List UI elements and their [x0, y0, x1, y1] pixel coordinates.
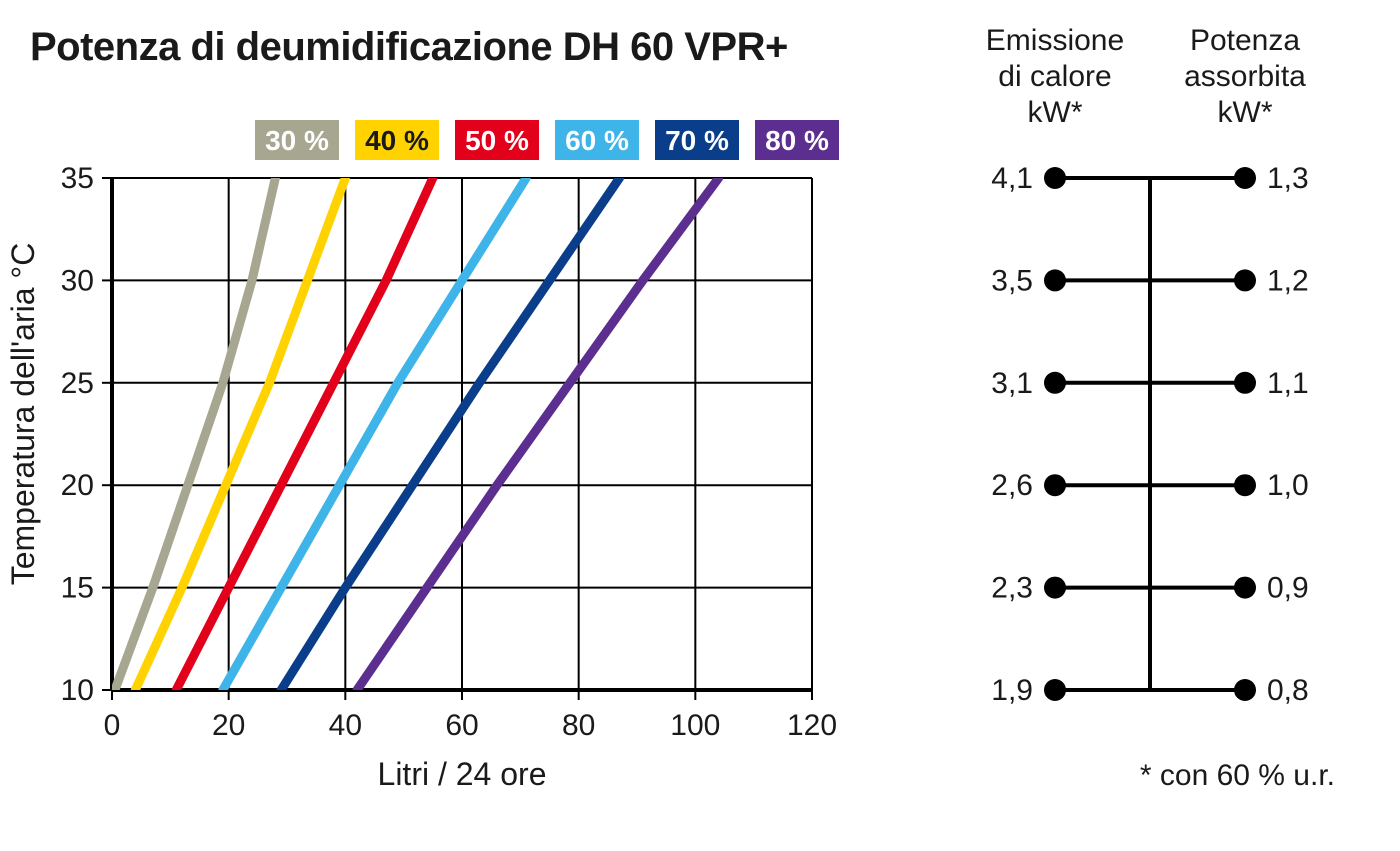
side-header: kW* [1028, 96, 1083, 129]
y-axis-label: Temperatura dell'aria °C [5, 243, 41, 586]
y-tick-label: 35 [61, 162, 94, 195]
x-tick-label: 100 [670, 709, 720, 742]
side-dot [1044, 167, 1066, 189]
legend-label: 80 % [765, 125, 829, 156]
series-line [357, 178, 719, 690]
side-dot [1234, 372, 1256, 394]
x-tick-label: 80 [562, 709, 595, 742]
y-tick-label: 20 [61, 469, 94, 502]
side-dot [1044, 474, 1066, 496]
x-axis-label: Litri / 24 ore [378, 756, 547, 792]
x-tick-label: 0 [104, 709, 121, 742]
heat-value: 3,1 [991, 367, 1033, 400]
y-tick-label: 30 [61, 264, 94, 297]
side-dot [1044, 269, 1066, 291]
series-line [223, 178, 526, 690]
heat-value: 3,5 [991, 264, 1033, 297]
side-header: Potenza [1190, 24, 1300, 57]
power-value: 1,0 [1267, 469, 1309, 502]
side-header: kW* [1218, 96, 1273, 129]
side-dot [1044, 679, 1066, 701]
legend-label: 30 % [265, 125, 329, 156]
legend-label: 50 % [465, 125, 529, 156]
side-dot [1234, 474, 1256, 496]
x-tick-label: 40 [329, 709, 362, 742]
legend-label: 40 % [365, 125, 429, 156]
heat-value: 1,9 [991, 674, 1033, 707]
side-dot [1234, 679, 1256, 701]
side-dot [1044, 372, 1066, 394]
heat-value: 2,6 [991, 469, 1033, 502]
heat-value: 4,1 [991, 162, 1033, 195]
side-dot [1234, 269, 1256, 291]
power-value: 1,2 [1267, 264, 1309, 297]
chart-title: Potenza di deumidificazione DH 60 VPR+ [30, 25, 788, 69]
legend-label: 70 % [665, 125, 729, 156]
x-tick-label: 20 [212, 709, 245, 742]
x-tick-label: 60 [445, 709, 478, 742]
power-value: 1,1 [1267, 367, 1309, 400]
side-dot [1234, 167, 1256, 189]
side-footnote: * con 60 % u.r. [1140, 759, 1335, 792]
side-header: Emissione [986, 24, 1124, 57]
side-header: assorbita [1184, 60, 1306, 93]
side-dot [1044, 577, 1066, 599]
series-line [281, 178, 619, 690]
series-line [135, 178, 345, 690]
y-tick-label: 15 [61, 572, 94, 605]
heat-value: 2,3 [991, 572, 1033, 605]
power-value: 1,3 [1267, 162, 1309, 195]
legend-label: 60 % [565, 125, 629, 156]
side-header: di calore [998, 60, 1111, 93]
x-tick-label: 120 [787, 709, 837, 742]
power-value: 0,9 [1267, 572, 1309, 605]
y-tick-label: 25 [61, 367, 94, 400]
series-line [176, 178, 433, 690]
y-tick-label: 10 [61, 674, 94, 707]
side-dot [1234, 577, 1256, 599]
power-value: 0,8 [1267, 674, 1309, 707]
